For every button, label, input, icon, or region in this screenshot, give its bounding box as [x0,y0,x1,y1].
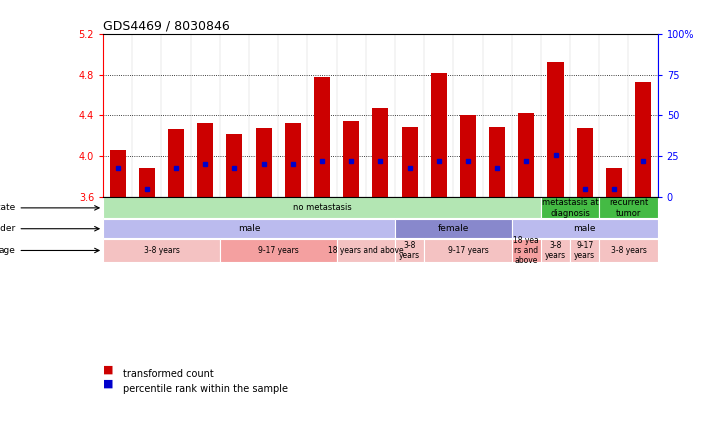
Bar [512,239,541,262]
Text: 9-17 years: 9-17 years [448,246,488,255]
Bar [460,115,476,197]
Bar [197,123,213,197]
Bar [518,113,535,197]
Text: gender: gender [0,224,99,233]
Text: no metastasis: no metastasis [293,203,351,212]
Text: recurrent
tumor: recurrent tumor [609,198,648,217]
Text: GDS4469 / 8030846: GDS4469 / 8030846 [103,20,230,33]
Text: 18 yea
rs and
above: 18 yea rs and above [513,236,539,265]
Text: ■: ■ [103,364,114,374]
Bar [168,129,184,197]
Bar [489,126,505,197]
Bar [256,128,272,197]
Bar [336,239,395,262]
Bar [541,198,599,218]
Bar [395,239,424,262]
Bar [395,219,512,238]
Text: male: male [574,224,596,233]
Bar [547,62,564,197]
Text: percentile rank within the sample: percentile rank within the sample [123,384,288,394]
Bar [635,82,651,197]
Bar [139,168,155,197]
Bar [109,150,126,197]
Text: age: age [0,246,99,255]
Bar [570,239,599,262]
Bar [599,198,658,218]
Bar [402,126,417,197]
Text: 9-17
years: 9-17 years [574,241,595,260]
Text: female: female [438,224,469,233]
Text: 18 years and above: 18 years and above [328,246,404,255]
Bar [431,73,447,197]
Bar [424,239,512,262]
Text: 3-8 years: 3-8 years [144,246,179,255]
Bar [599,239,658,262]
Bar [577,128,593,197]
Text: 9-17 years: 9-17 years [258,246,299,255]
Bar [103,219,395,238]
Bar [226,134,242,197]
Bar [373,108,388,197]
Bar [220,239,336,262]
Text: 3-8
years: 3-8 years [399,241,420,260]
Text: ■: ■ [103,379,114,389]
Bar [285,123,301,197]
Bar [343,121,359,197]
Bar [606,168,622,197]
Bar [541,239,570,262]
Text: disease state: disease state [0,203,99,212]
Text: 3-8 years: 3-8 years [611,246,646,255]
Text: 3-8
years: 3-8 years [545,241,566,260]
Bar [512,219,658,238]
Bar [103,198,541,218]
Bar [314,77,330,197]
Text: male: male [237,224,260,233]
Text: metastasis at
diagnosis: metastasis at diagnosis [542,198,599,217]
Bar [103,239,220,262]
Text: transformed count: transformed count [123,369,214,379]
